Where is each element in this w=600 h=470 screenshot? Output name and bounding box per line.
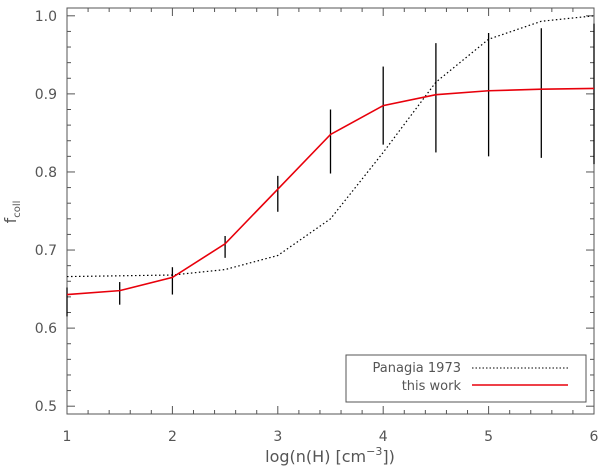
series-line-1 (66, 87, 595, 296)
series-1 (66, 23, 595, 317)
series-layer (66, 15, 595, 317)
x-tick-label: 5 (484, 429, 493, 445)
svg-text:fcoll: fcoll (1, 201, 23, 224)
x-tick-label: 6 (590, 429, 599, 445)
series-0 (66, 15, 595, 278)
plot-frame (66, 7, 595, 415)
x-axis-label-main: log(n(H) [cm (265, 447, 366, 466)
x-axis-tick-labels: 1 2 3 4 5 6 (63, 429, 599, 445)
legend-box (345, 354, 587, 403)
x-tick-label: 4 (379, 429, 388, 445)
x-axis-ticks (66, 8, 595, 414)
y-axis-label-main: f (1, 217, 20, 223)
y-tick-label: 0.6 (35, 321, 57, 337)
y-tick-label: 0.7 (35, 243, 57, 259)
legend: Panagia 1973 this work (345, 354, 587, 403)
legend-label-this-work: this work (402, 379, 462, 394)
legend-label-panagia: Panagia 1973 (373, 361, 461, 376)
y-tick-label: 0.5 (35, 399, 57, 415)
y-axis-label: fcoll (1, 201, 23, 224)
y-axis-tick-labels: 0.5 0.6 0.7 0.8 0.9 1.0 (35, 9, 57, 415)
x-axis-label-tail: ]) (382, 447, 394, 466)
x-tick-label: 3 (273, 429, 282, 445)
x-axis-label-sup: −3 (366, 445, 382, 458)
y-axis-ticks (67, 15, 594, 407)
y-tick-label: 0.8 (35, 165, 57, 181)
y-tick-label: 1.0 (35, 9, 57, 25)
y-axis-label-sub: coll (12, 201, 23, 218)
y-tick-label: 0.9 (35, 87, 57, 103)
series-line-0 (66, 15, 595, 278)
x-axis-label: log(n(H) [cm−3]) (265, 445, 395, 466)
x-tick-label: 1 (63, 429, 72, 445)
x-tick-label: 2 (168, 429, 177, 445)
